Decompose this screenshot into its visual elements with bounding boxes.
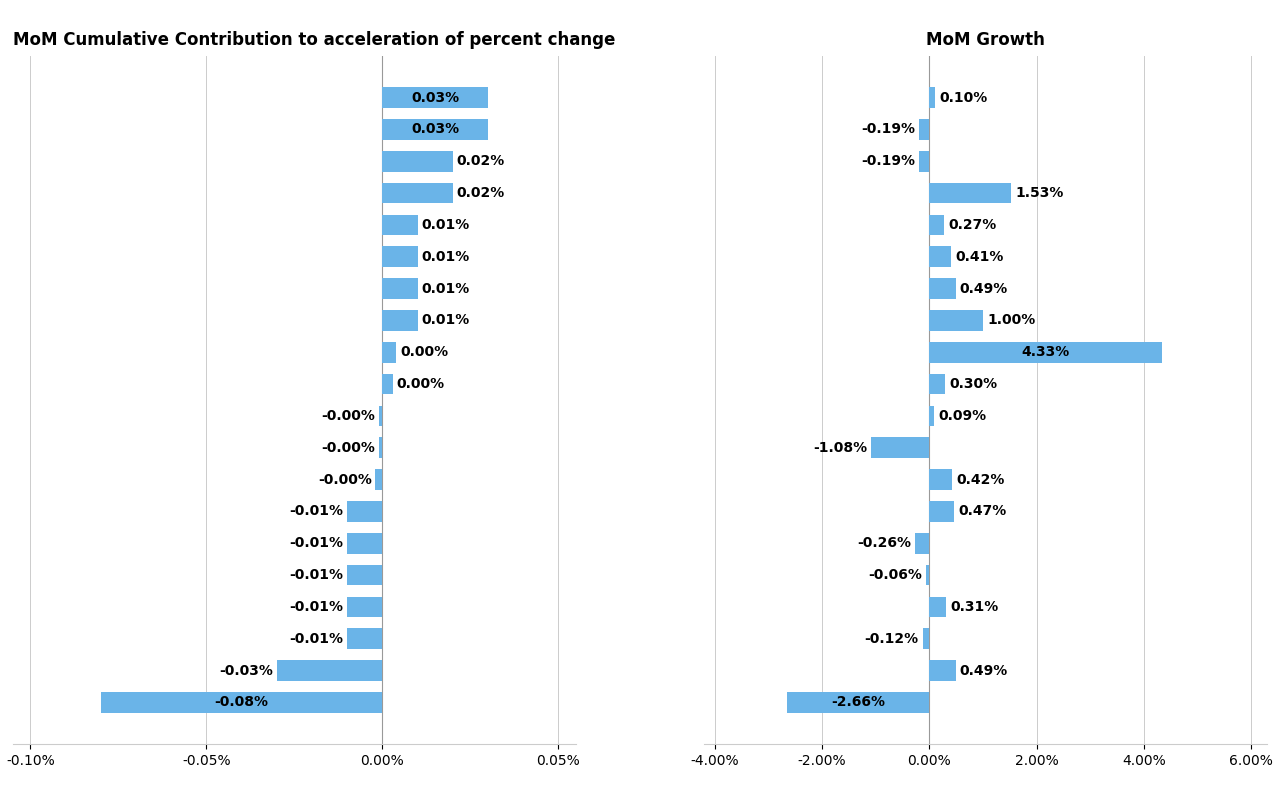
Text: 0.10%: 0.10% (940, 90, 987, 105)
Text: 0.49%: 0.49% (960, 282, 1009, 295)
Bar (347, 533, 383, 554)
Text: -0.01%: -0.01% (289, 536, 343, 550)
Bar (929, 597, 946, 618)
Text: -0.19%: -0.19% (860, 154, 915, 168)
Text: 0.09%: 0.09% (938, 409, 987, 423)
Bar (929, 214, 943, 235)
Text: -0.01%: -0.01% (289, 568, 343, 582)
Bar (347, 628, 383, 649)
Text: 0.47%: 0.47% (959, 505, 1007, 518)
Text: 0.01%: 0.01% (421, 282, 470, 295)
Text: -2.66%: -2.66% (831, 695, 884, 710)
Bar (929, 182, 1011, 203)
Text: 0.02%: 0.02% (457, 154, 504, 168)
Text: 0.41%: 0.41% (956, 250, 1004, 264)
Text: 0.30%: 0.30% (950, 377, 998, 391)
Text: -0.12%: -0.12% (864, 632, 919, 646)
Bar (929, 470, 952, 490)
Bar (915, 533, 929, 554)
Text: MoM Cumulative Contribution to acceleration of percent change: MoM Cumulative Contribution to accelerat… (13, 31, 616, 49)
Bar (383, 246, 417, 267)
Bar (383, 278, 417, 299)
Bar (383, 119, 488, 140)
Text: -0.00%: -0.00% (317, 473, 372, 486)
Bar (929, 246, 951, 267)
Text: 0.01%: 0.01% (421, 314, 470, 327)
Bar (383, 374, 393, 394)
Bar (872, 438, 929, 458)
Bar (379, 406, 383, 426)
Bar (101, 692, 383, 713)
Text: -0.08%: -0.08% (215, 695, 269, 710)
Bar (347, 501, 383, 522)
Bar (347, 597, 383, 618)
Bar (383, 182, 453, 203)
Text: 0.03%: 0.03% (411, 90, 460, 105)
Bar (383, 214, 417, 235)
Bar (929, 342, 1161, 362)
Bar (929, 87, 934, 108)
Text: -0.06%: -0.06% (868, 568, 922, 582)
Text: 0.42%: 0.42% (956, 473, 1005, 486)
Bar (383, 342, 397, 362)
Text: -0.01%: -0.01% (289, 632, 343, 646)
Text: -1.08%: -1.08% (813, 441, 867, 454)
Text: 0.02%: 0.02% (457, 186, 504, 200)
Text: -0.03%: -0.03% (219, 663, 274, 678)
Bar (347, 565, 383, 586)
Bar (383, 151, 453, 172)
Bar (929, 501, 955, 522)
Text: 0.03%: 0.03% (411, 122, 460, 137)
Text: -0.26%: -0.26% (858, 536, 911, 550)
Bar (929, 660, 956, 681)
Bar (919, 119, 929, 140)
Text: 0.01%: 0.01% (421, 218, 470, 232)
Bar (383, 310, 417, 330)
Bar (787, 692, 929, 713)
Bar (379, 438, 383, 458)
Text: 0.49%: 0.49% (960, 663, 1009, 678)
Text: 0.27%: 0.27% (948, 218, 996, 232)
Bar (383, 87, 488, 108)
Text: -0.19%: -0.19% (860, 122, 915, 137)
Text: -0.01%: -0.01% (289, 600, 343, 614)
Text: 0.00%: 0.00% (397, 377, 444, 391)
Text: 4.33%: 4.33% (1021, 346, 1070, 359)
Bar (919, 151, 929, 172)
Text: -0.00%: -0.00% (321, 409, 375, 423)
Text: 0.31%: 0.31% (950, 600, 998, 614)
Text: 0.01%: 0.01% (421, 250, 470, 264)
Text: -0.01%: -0.01% (289, 505, 343, 518)
Text: 1.00%: 1.00% (987, 314, 1036, 327)
Bar (925, 565, 929, 586)
Title: MoM Growth: MoM Growth (927, 31, 1044, 49)
Bar (276, 660, 383, 681)
Bar (375, 470, 383, 490)
Text: 1.53%: 1.53% (1015, 186, 1064, 200)
Bar (929, 374, 946, 394)
Bar (929, 278, 956, 299)
Text: 0.00%: 0.00% (401, 346, 448, 359)
Bar (929, 310, 983, 330)
Text: -0.00%: -0.00% (321, 441, 375, 454)
Bar (923, 628, 929, 649)
Bar (929, 406, 934, 426)
